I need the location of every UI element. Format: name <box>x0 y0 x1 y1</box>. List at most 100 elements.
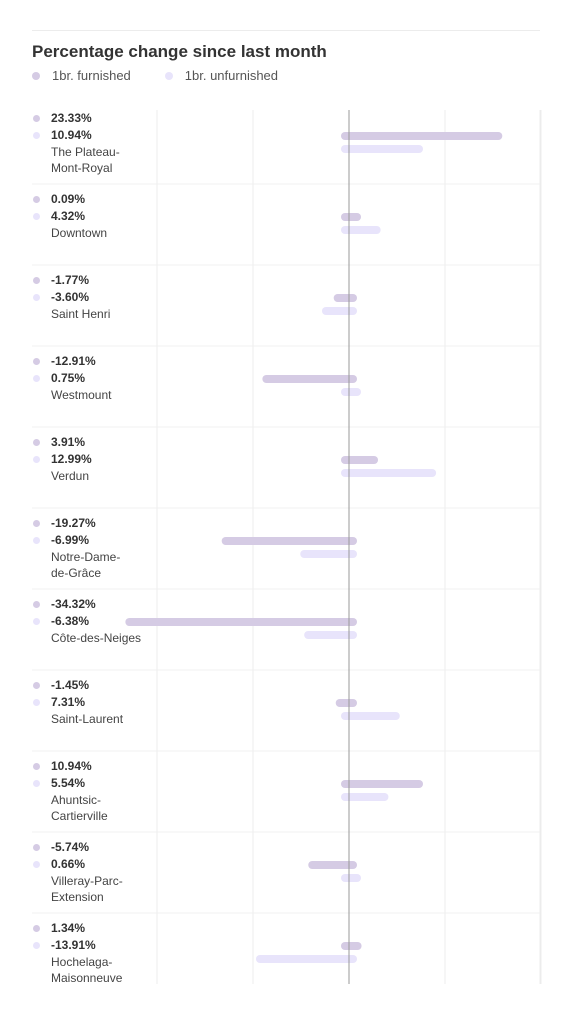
value-text: 0.75% <box>51 371 86 385</box>
value-label-unfurnished: 12.99% <box>32 451 162 468</box>
value-label-furnished: 10.94% <box>32 758 162 775</box>
dot-furnished <box>33 601 40 608</box>
legend-label-furnished: 1br. furnished <box>52 68 131 83</box>
neighbourhood-name-line: Downtown <box>51 226 108 240</box>
category-row: -1.77% -3.60% Saint Henri <box>32 272 162 322</box>
category-row: -34.32% -6.38% Côte-des-Neiges <box>32 596 162 646</box>
category-row: 0.09% 4.32% Downtown <box>32 191 162 241</box>
legend-swatch-unfurnished <box>164 71 173 80</box>
dot-furnished <box>33 844 40 851</box>
category-row: 23.33% 10.94% The Plateau- Mont-Royal <box>32 110 162 176</box>
value-text: -34.32% <box>51 597 96 611</box>
dot-furnished <box>33 763 40 770</box>
value-text: -12.91% <box>51 354 96 368</box>
neighbourhood-name: Saint Henri <box>32 306 162 322</box>
dot-furnished <box>33 925 40 932</box>
neighbourhood-name-line: Notre-Dame- <box>51 550 121 564</box>
dot-unfurnished <box>33 861 40 868</box>
dot-unfurnished <box>33 456 40 463</box>
dot-furnished <box>33 196 40 203</box>
value-label-unfurnished: -13.91% <box>32 937 162 954</box>
value-label-unfurnished: 0.75% <box>32 370 162 387</box>
dot-unfurnished <box>33 213 40 220</box>
dot-unfurnished <box>33 132 40 139</box>
value-label-unfurnished: -6.99% <box>32 532 162 549</box>
value-label-furnished: -1.77% <box>32 272 162 289</box>
neighbourhood-name-line: Westmount <box>51 388 112 402</box>
neighbourhood-name-line: Verdun <box>51 469 90 483</box>
neighbourhood-name: Westmount <box>32 387 162 403</box>
value-label-unfurnished: 4.32% <box>32 208 162 225</box>
neighbourhood-name-line: Cartierville <box>51 809 108 823</box>
dot-furnished <box>33 277 40 284</box>
value-text: 0.66% <box>51 857 86 871</box>
value-label-furnished: 3.91% <box>32 434 162 451</box>
neighbourhood-name-line: Villeray-Parc- <box>51 874 123 888</box>
neighbourhood-name-line: The Plateau- <box>51 145 120 159</box>
legend-label-unfurnished: 1br. unfurnished <box>184 68 279 83</box>
dot-furnished <box>33 439 40 446</box>
neighbourhood-name-line: Ahuntsic- <box>51 793 102 807</box>
category-row: 1.34% -13.91% Hochelaga- Maisonneuve <box>32 920 162 986</box>
value-text: 12.99% <box>51 452 92 466</box>
dot-unfurnished <box>33 537 40 544</box>
neighbourhood-name: Downtown <box>32 225 162 241</box>
dot-unfurnished <box>33 618 40 625</box>
value-text: 5.54% <box>51 776 86 790</box>
neighbourhood-name-line: Côte-des-Neiges <box>51 631 142 645</box>
neighbourhood-name: Ahuntsic- Cartierville <box>32 792 162 824</box>
category-row: -5.74% 0.66% Villeray-Parc- Extension <box>32 839 162 905</box>
value-label-furnished: 23.33% <box>32 110 162 127</box>
dot-furnished <box>33 682 40 689</box>
category-row: 10.94% 5.54% Ahuntsic- Cartierville <box>32 758 162 824</box>
value-label-unfurnished: -3.60% <box>32 289 162 306</box>
legend-item-furnished: 1br. furnished <box>32 68 131 83</box>
value-text: -13.91% <box>51 938 96 952</box>
neighbourhood-name-line: Hochelaga- <box>51 955 113 969</box>
category-row: -19.27% -6.99% Notre-Dame-de-Grâce <box>32 515 162 581</box>
value-text: 3.91% <box>51 435 86 449</box>
value-label-unfurnished: 10.94% <box>32 127 162 144</box>
chart-title: Percentage change since last month <box>32 42 327 61</box>
value-text: 1.34% <box>51 921 86 935</box>
legend-item-unfurnished: 1br. unfurnished <box>164 68 279 83</box>
value-text: -6.38% <box>51 614 90 628</box>
dot-unfurnished <box>33 699 40 706</box>
value-text: -19.27% <box>51 516 96 530</box>
neighbourhood-name: Saint-Laurent <box>32 711 162 727</box>
neighbourhood-name-line: Maisonneuve <box>51 971 123 985</box>
value-label-furnished: 1.34% <box>32 920 162 937</box>
top-divider <box>32 30 540 31</box>
value-label-unfurnished: 5.54% <box>32 775 162 792</box>
value-label-furnished: -1.45% <box>32 677 162 694</box>
value-text: 10.94% <box>51 759 92 773</box>
dot-unfurnished <box>33 780 40 787</box>
value-label-furnished: -34.32% <box>32 596 162 613</box>
dot-unfurnished <box>33 294 40 301</box>
value-label-furnished: 0.09% <box>32 191 162 208</box>
value-text: -6.99% <box>51 533 90 547</box>
dot-furnished <box>33 115 40 122</box>
neighbourhood-name: Hochelaga- Maisonneuve <box>32 954 162 986</box>
value-label-furnished: -19.27% <box>32 515 162 532</box>
neighbourhood-name: Villeray-Parc- Extension <box>32 873 162 905</box>
neighbourhood-name: Côte-des-Neiges <box>32 630 162 646</box>
value-text: -1.77% <box>51 273 90 287</box>
category-row: 3.91% 12.99% Verdun <box>32 434 162 484</box>
neighbourhood-name-line: Extension <box>51 890 104 904</box>
neighbourhood-name-line: Mont-Royal <box>51 161 113 175</box>
neighbourhood-name: Notre-Dame-de-Grâce <box>32 549 162 581</box>
value-label-furnished: -5.74% <box>32 839 162 856</box>
neighbourhood-name: The Plateau- Mont-Royal <box>32 144 162 176</box>
legend-swatch-furnished <box>32 71 40 80</box>
value-text: 4.32% <box>51 209 86 223</box>
value-text: -3.60% <box>51 290 90 304</box>
value-label-unfurnished: -6.38% <box>32 613 162 630</box>
neighbourhood-name: Verdun <box>32 468 162 484</box>
value-text: -5.74% <box>51 840 90 854</box>
value-text: 10.94% <box>51 128 92 142</box>
neighbourhood-name-line: Saint Henri <box>51 307 111 321</box>
category-row: -12.91% 0.75% Westmount <box>32 353 162 403</box>
value-text: -1.45% <box>51 678 90 692</box>
